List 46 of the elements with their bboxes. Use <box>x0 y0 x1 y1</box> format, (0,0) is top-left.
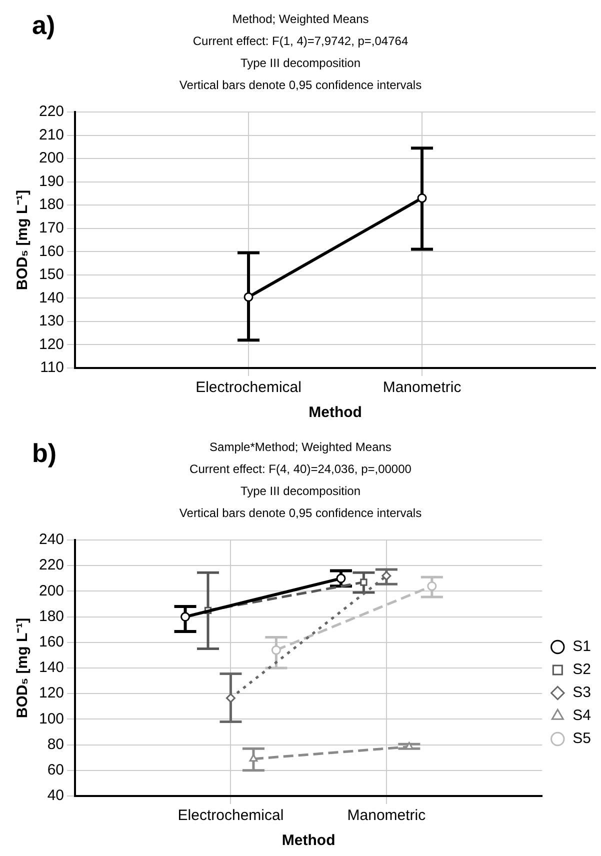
y-axis-title: BOD₅ [mg L⁻¹] <box>14 190 32 290</box>
x-tick-label: Manometric <box>382 379 462 396</box>
y-tick-label: 160 <box>38 634 64 651</box>
y-tick-label: 220 <box>38 103 64 120</box>
legend-label: S4 <box>572 707 592 724</box>
legend-label: S2 <box>572 661 592 678</box>
y-tick-label: 170 <box>38 220 64 237</box>
legend-label: S5 <box>572 730 592 748</box>
y-axis-title: BOD₅ [mg L⁻¹] <box>14 618 32 718</box>
y-tick-label: 140 <box>38 289 64 306</box>
x-tick-label: Manometric <box>347 807 426 824</box>
y-tick-label: 240 <box>38 531 64 548</box>
legend-label: S1 <box>572 638 592 656</box>
y-tick-label: 200 <box>38 150 64 167</box>
text: Type III decomposition <box>239 55 362 72</box>
y-tick-label: 220 <box>38 556 64 574</box>
x-axis-title: Method <box>282 832 336 850</box>
x-tick-label: Electrochemical <box>178 807 284 824</box>
text: Vertical bars denote 0,95 confidence intervals <box>178 77 423 94</box>
y-tick-label: 180 <box>38 608 64 625</box>
y-tick-label: 190 <box>38 172 64 190</box>
text: b) <box>32 438 57 469</box>
y-tick-label: 40 <box>47 787 64 804</box>
y-tick-label: 80 <box>47 736 64 753</box>
y-tick-label: 150 <box>38 266 64 284</box>
y-tick-label: 180 <box>38 196 64 214</box>
y-tick-label: 210 <box>38 126 64 144</box>
y-tick-label: 110 <box>40 359 64 376</box>
text: Type III decomposition <box>239 483 362 500</box>
y-tick-label: 120 <box>38 336 64 353</box>
chart-subtitle: Current effect: F(4, 40)=24,036, p=,00000 <box>190 462 412 476</box>
x-tick-label: Electrochemical <box>196 379 302 396</box>
x-axis-title: Method <box>308 404 362 422</box>
y-tick-label: 130 <box>38 312 64 330</box>
y-tick-label: 160 <box>38 242 64 260</box>
y-tick-label: 140 <box>38 659 64 676</box>
chart-title: Sample*Method; Weighted Means <box>210 440 392 454</box>
text: Vertical bars denote 0,95 confidence intervals <box>178 505 423 522</box>
chart-title: Method; Weighted Means <box>232 12 369 26</box>
chart-subtitle: Current effect: F(1, 4)=7,9742, p=,04764 <box>192 34 408 48</box>
y-tick-label: 60 <box>47 762 64 779</box>
text: a) <box>32 10 56 41</box>
y-tick-label: 100 <box>38 710 64 728</box>
y-tick-label: 200 <box>38 582 64 600</box>
y-tick-label: 120 <box>38 684 64 702</box>
legend-label: S3 <box>572 684 592 702</box>
